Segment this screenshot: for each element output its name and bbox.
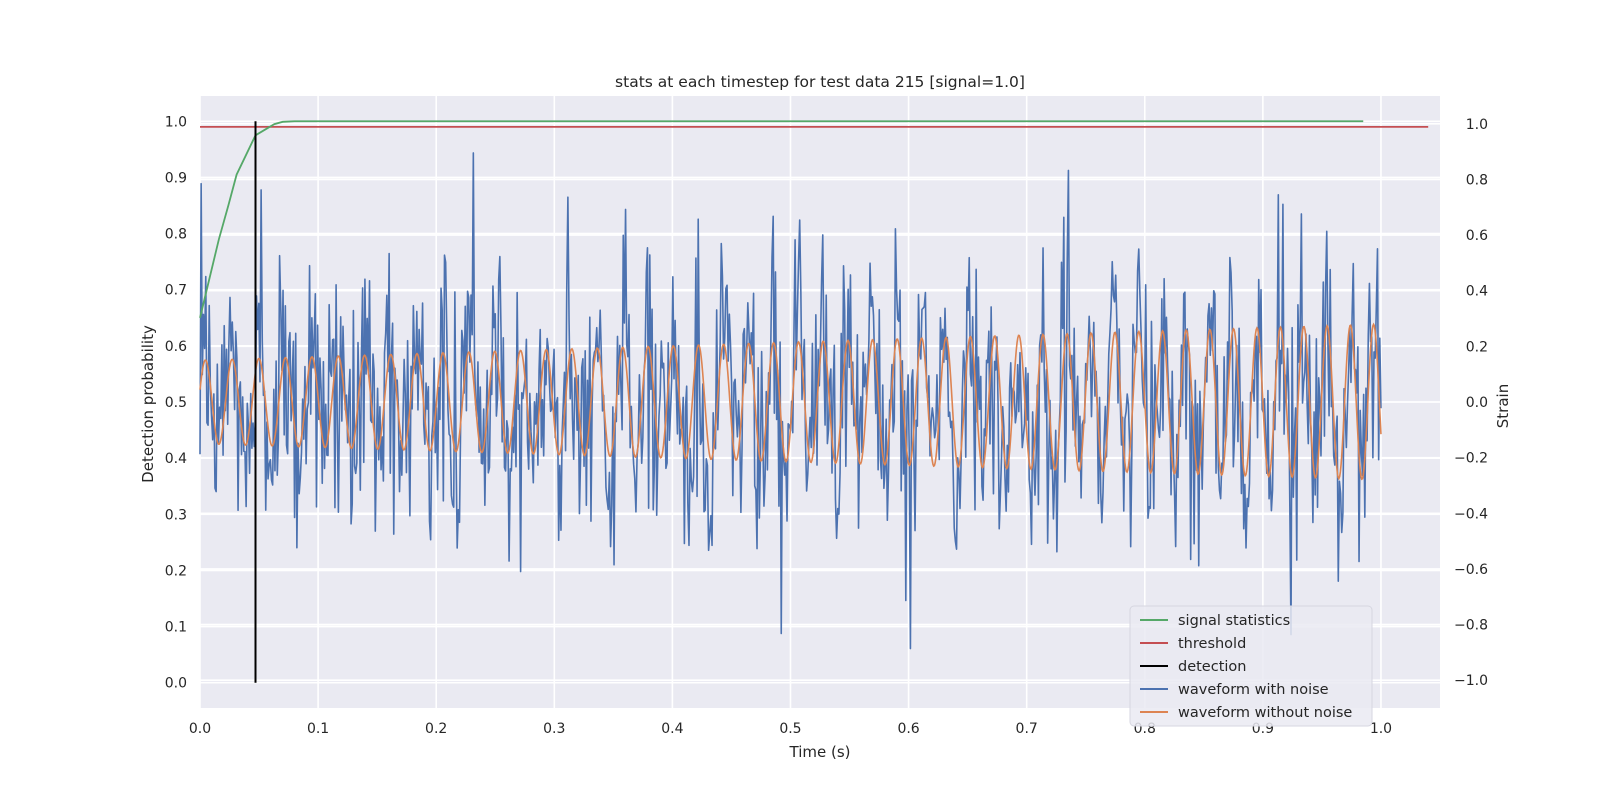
right-tick-label: −0.6 xyxy=(1454,562,1488,578)
x-tick-label: 0.1 xyxy=(307,721,329,737)
right-tick-label: 0.2 xyxy=(1466,339,1488,355)
right-tick-label: 1.0 xyxy=(1466,117,1488,133)
x-tick-label: 0.3 xyxy=(543,721,565,737)
right-tick-label: 0.0 xyxy=(1466,395,1488,411)
right-tick-label: −0.4 xyxy=(1454,506,1488,522)
right-tick-label: −0.2 xyxy=(1454,451,1488,467)
right-tick-label: 0.6 xyxy=(1466,228,1488,244)
left-tick-label: 0.7 xyxy=(165,283,187,299)
left-tick-label: 0.8 xyxy=(165,227,187,243)
legend-label: detection xyxy=(1178,659,1246,675)
right-tick-label: 0.8 xyxy=(1466,172,1488,188)
left-tick-label: 0.5 xyxy=(165,395,187,411)
legend-label: threshold xyxy=(1178,636,1246,652)
x-tick-label: 0.6 xyxy=(897,721,919,737)
legend-label: waveform without noise xyxy=(1178,705,1352,721)
right-axis-ticks: −1.0 −0.8 −0.6 −0.4 −0.2 0.0 0.2 0.4 0.6 0.8 1.0 xyxy=(1454,117,1488,689)
chart-title: stats at each timestep for test data 215… xyxy=(615,73,1025,91)
waveform-without-noise-line xyxy=(199,322,1382,481)
left-tick-label: 0.0 xyxy=(165,676,187,692)
x-tick-label: 0.7 xyxy=(1016,721,1038,737)
left-tick-label: 0.9 xyxy=(165,170,187,186)
left-tick-label: 0.6 xyxy=(165,339,187,355)
left-tick-label: 0.4 xyxy=(165,451,187,467)
left-axis-label: Detection probability xyxy=(139,325,157,483)
series-group xyxy=(199,120,1429,683)
x-tick-label: 0.0 xyxy=(189,721,211,737)
legend-box xyxy=(1129,605,1373,727)
x-axis-ticks: 0.0 0.1 0.2 0.3 0.4 0.5 0.6 0.7 0.8 0.9 1.0 xyxy=(189,721,1392,737)
legend-label: signal statistics xyxy=(1178,613,1290,629)
left-tick-label: 1.0 xyxy=(165,114,187,130)
legend-label: waveform with noise xyxy=(1178,682,1329,698)
signal-statistics-line xyxy=(199,120,1364,318)
left-tick-label: 0.3 xyxy=(165,507,187,523)
right-tick-label: −0.8 xyxy=(1454,618,1488,634)
left-axis-ticks: 0.0 0.1 0.2 0.3 0.4 0.5 0.6 0.7 0.8 0.9 1.0 xyxy=(165,114,187,691)
x-tick-label: 0.5 xyxy=(779,721,801,737)
right-axis-label: Strain xyxy=(1494,384,1512,428)
x-tick-label: 0.2 xyxy=(425,721,447,737)
left-tick-label: 0.2 xyxy=(165,563,187,579)
left-tick-label: 0.1 xyxy=(165,620,187,636)
x-tick-label: 1.0 xyxy=(1370,721,1392,737)
legend: signal statistics threshold detection wavef… xyxy=(1129,605,1373,727)
x-tick-label: 0.4 xyxy=(661,721,683,737)
right-tick-label: −1.0 xyxy=(1454,673,1488,689)
x-axis-label: Time (s) xyxy=(789,743,851,761)
right-tick-label: 0.4 xyxy=(1466,284,1488,300)
